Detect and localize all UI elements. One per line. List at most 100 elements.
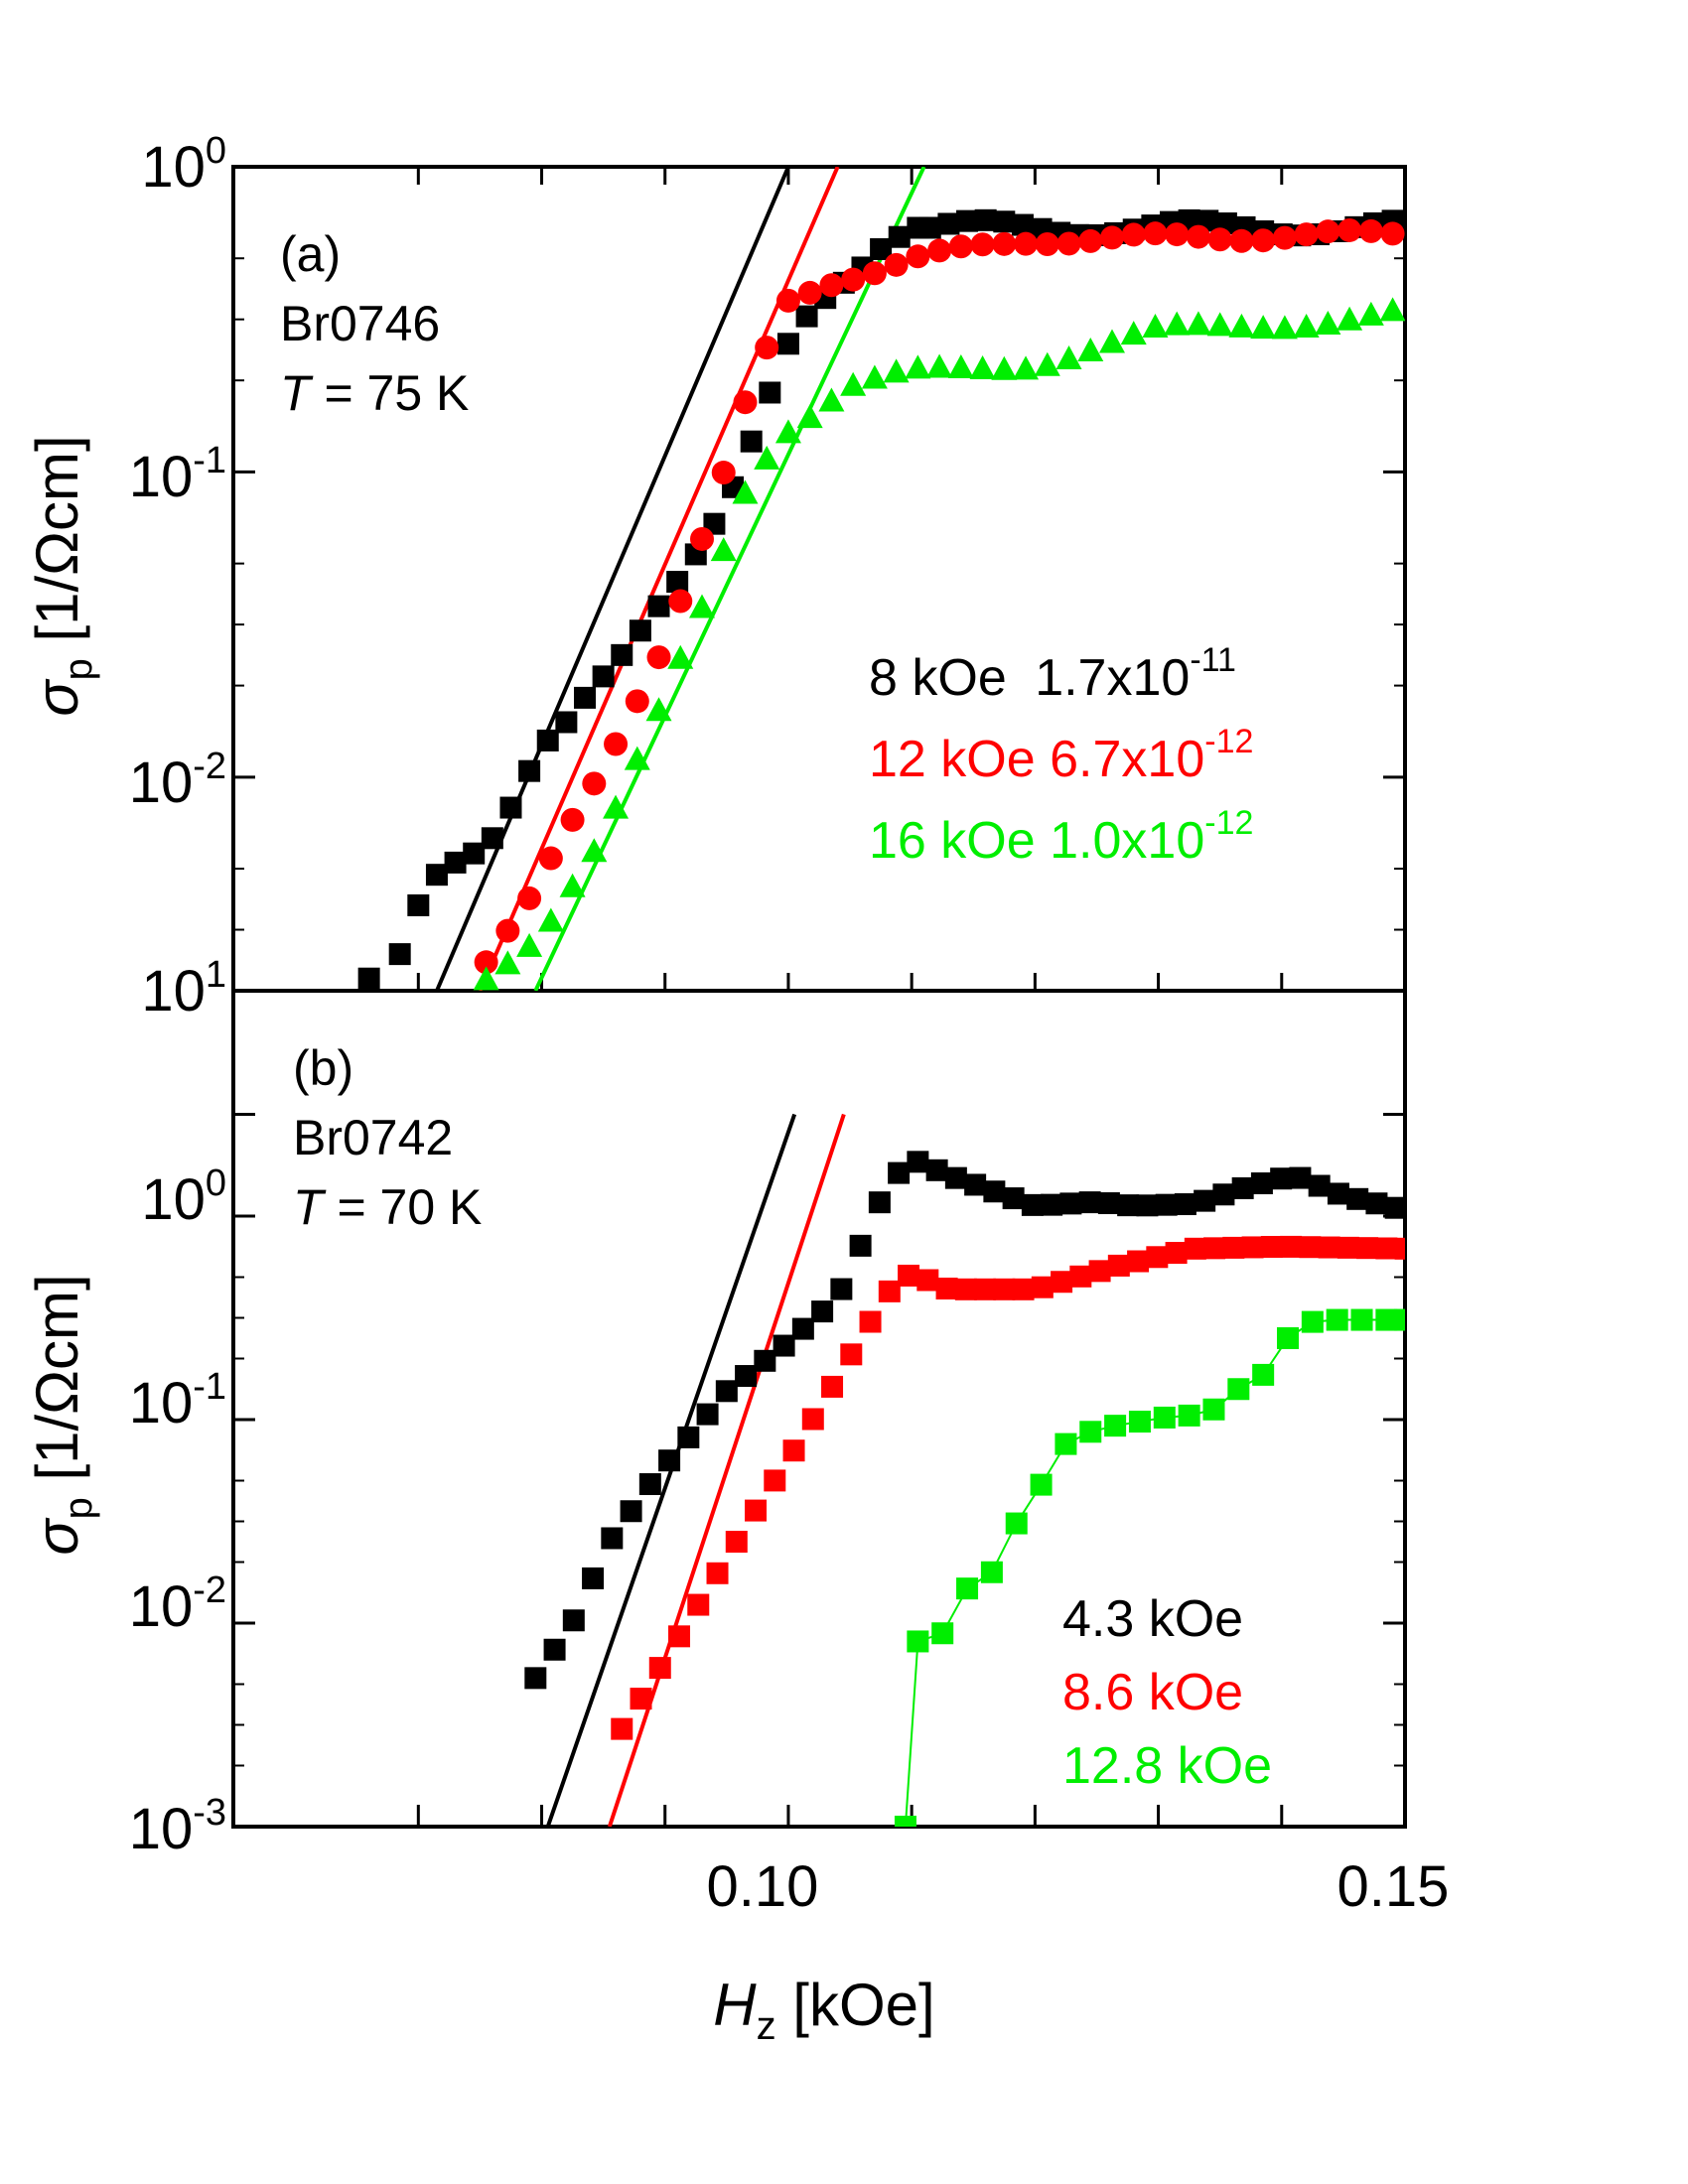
marker-b-8p6kOe-36 xyxy=(1299,1236,1322,1259)
marker-a-16kOe-27 xyxy=(1055,345,1082,370)
marker-a-12kOe-28 xyxy=(1078,228,1103,253)
legend-a-12kOe: 12 kOe 6.7x10-12 xyxy=(869,723,1253,788)
xtick-1: 0.15 xyxy=(1337,1854,1450,1919)
marker-a-12kOe-39 xyxy=(1316,219,1340,244)
marker-a-16kOe-26 xyxy=(1034,351,1060,376)
marker-a-16kOe-35 xyxy=(1228,313,1255,338)
marker-a-16kOe-15 xyxy=(796,404,823,429)
panel-b-sample: Br0742 xyxy=(293,1110,453,1165)
marker-a-16kOe-14 xyxy=(774,419,801,444)
marker-a-8kOe-11 xyxy=(574,686,596,709)
panel-a-sample: Br0746 xyxy=(280,296,440,351)
marker-a-16kOe-25 xyxy=(1013,355,1040,380)
marker-a-16kOe-22 xyxy=(947,353,974,378)
marker-a-16kOe-37 xyxy=(1271,315,1298,340)
marker-a-12kOe-36 xyxy=(1251,228,1276,253)
marker-b-12p8kOe-16 xyxy=(1277,1327,1299,1349)
marker-a-12kOe-20 xyxy=(906,244,930,269)
marker-b-4p3kOe-9 xyxy=(696,1403,719,1426)
marker-b-4p3kOe-14 xyxy=(791,1317,814,1340)
marker-b-8p6kOe-39 xyxy=(1356,1237,1379,1260)
marker-a-16kOe-2 xyxy=(516,932,543,957)
marker-a-16kOe-0 xyxy=(473,966,499,991)
marker-a-12kOe-15 xyxy=(797,280,822,305)
marker-b-8p6kOe-4 xyxy=(687,1593,710,1616)
marker-b-8p6kOe-12 xyxy=(840,1343,863,1366)
marker-b-4p3kOe-44 xyxy=(1365,1192,1388,1215)
marker-b-4p3kOe-19 xyxy=(888,1161,911,1184)
marker-b-8p6kOe-16 xyxy=(916,1269,939,1292)
marker-b-4p3kOe-16 xyxy=(830,1278,853,1300)
marker-a-16kOe-17 xyxy=(840,371,867,396)
marker-a-12kOe-2 xyxy=(517,886,542,910)
marker-a-8kOe-30 xyxy=(918,216,941,239)
panel-b-temperature: T = 70 K xyxy=(293,1179,482,1235)
marker-b-8p6kOe-17 xyxy=(935,1277,958,1299)
marker-b-12p8kOe-4 xyxy=(980,1561,1003,1583)
marker-a-16kOe-18 xyxy=(861,364,888,389)
marker-a-12kOe-41 xyxy=(1358,218,1383,243)
ytick-b-2: 10-2 xyxy=(129,1570,226,1639)
marker-b-8p6kOe-28 xyxy=(1146,1246,1169,1269)
marker-a-8kOe-0 xyxy=(357,967,380,990)
marker-a-12kOe-16 xyxy=(819,273,844,298)
marker-a-12kOe-23 xyxy=(970,232,995,257)
marker-b-8p6kOe-18 xyxy=(954,1278,977,1300)
marker-a-12kOe-33 xyxy=(1186,224,1210,249)
marker-a-16kOe-1 xyxy=(494,950,521,975)
marker-a-16kOe-39 xyxy=(1315,310,1341,335)
marker-b-12p8kOe-5 xyxy=(1005,1512,1028,1535)
marker-a-12kOe-26 xyxy=(1035,231,1059,256)
marker-a-16kOe-21 xyxy=(926,353,953,378)
marker-b-8p6kOe-2 xyxy=(648,1657,671,1680)
marker-a-12kOe-0 xyxy=(474,950,498,975)
marker-a-16kOe-6 xyxy=(603,794,630,819)
marker-a-12kOe-35 xyxy=(1229,228,1254,253)
marker-b-4p3kOe-32 xyxy=(1136,1194,1159,1217)
marker-a-8kOe-34 xyxy=(993,210,1016,233)
marker-b-4p3kOe-40 xyxy=(1289,1166,1312,1189)
marker-b-4p3kOe-7 xyxy=(658,1449,681,1472)
marker-a-8kOe-22 xyxy=(776,333,799,355)
marker-b-8p6kOe-25 xyxy=(1088,1260,1111,1283)
legend-b-4p3kOe: 4.3 kOe xyxy=(1062,1590,1243,1648)
fit-line-b-8.6-kOe xyxy=(607,1113,846,1827)
marker-b-8p6kOe-19 xyxy=(974,1278,997,1300)
marker-a-16kOe-20 xyxy=(905,354,931,379)
legend-a-16kOe: 16 kOe 1.0x10-12 xyxy=(869,804,1253,870)
marker-a-8kOe-10 xyxy=(555,711,578,734)
marker-a-12kOe-42 xyxy=(1380,221,1405,246)
marker-a-8kOe-3 xyxy=(425,864,448,887)
marker-a-12kOe-14 xyxy=(775,288,800,313)
marker-b-4p3kOe-6 xyxy=(638,1473,661,1496)
marker-a-16kOe-8 xyxy=(645,697,672,722)
marker-a-12kOe-4 xyxy=(560,807,585,832)
marker-a-12kOe-37 xyxy=(1272,225,1297,250)
marker-a-8kOe-28 xyxy=(888,225,911,248)
marker-a-12kOe-7 xyxy=(625,689,649,714)
panel-b-label: (b) xyxy=(293,1040,353,1096)
marker-a-8kOe-8 xyxy=(518,759,541,782)
marker-a-12kOe-3 xyxy=(538,846,563,871)
marker-a-16kOe-34 xyxy=(1206,312,1233,337)
marker-b-8p6kOe-3 xyxy=(668,1625,691,1648)
marker-b-8p6kOe-40 xyxy=(1375,1237,1398,1260)
marker-a-16kOe-28 xyxy=(1077,338,1104,362)
marker-a-12kOe-11 xyxy=(711,461,736,485)
marker-b-4p3kOe-12 xyxy=(754,1349,776,1372)
marker-b-8p6kOe-6 xyxy=(725,1531,748,1553)
ytick-b-0: 100 xyxy=(141,1162,226,1232)
marker-a-16kOe-41 xyxy=(1357,301,1384,326)
marker-b-4p3kOe-34 xyxy=(1174,1193,1196,1216)
marker-a-8kOe-15 xyxy=(647,595,670,617)
marker-b-12p8kOe-18 xyxy=(1326,1308,1348,1331)
panel-a-label: (a) xyxy=(280,226,341,282)
marker-a-12kOe-27 xyxy=(1056,231,1081,256)
marker-b-12p8kOe-17 xyxy=(1301,1310,1324,1333)
marker-b-12p8kOe-20 xyxy=(1375,1308,1398,1331)
marker-b-8p6kOe-11 xyxy=(821,1375,844,1398)
marker-a-12kOe-9 xyxy=(668,589,693,614)
marker-b-8p6kOe-35 xyxy=(1280,1235,1303,1258)
marker-a-12kOe-22 xyxy=(948,234,973,259)
ytick-a-0: 100 xyxy=(141,130,226,200)
